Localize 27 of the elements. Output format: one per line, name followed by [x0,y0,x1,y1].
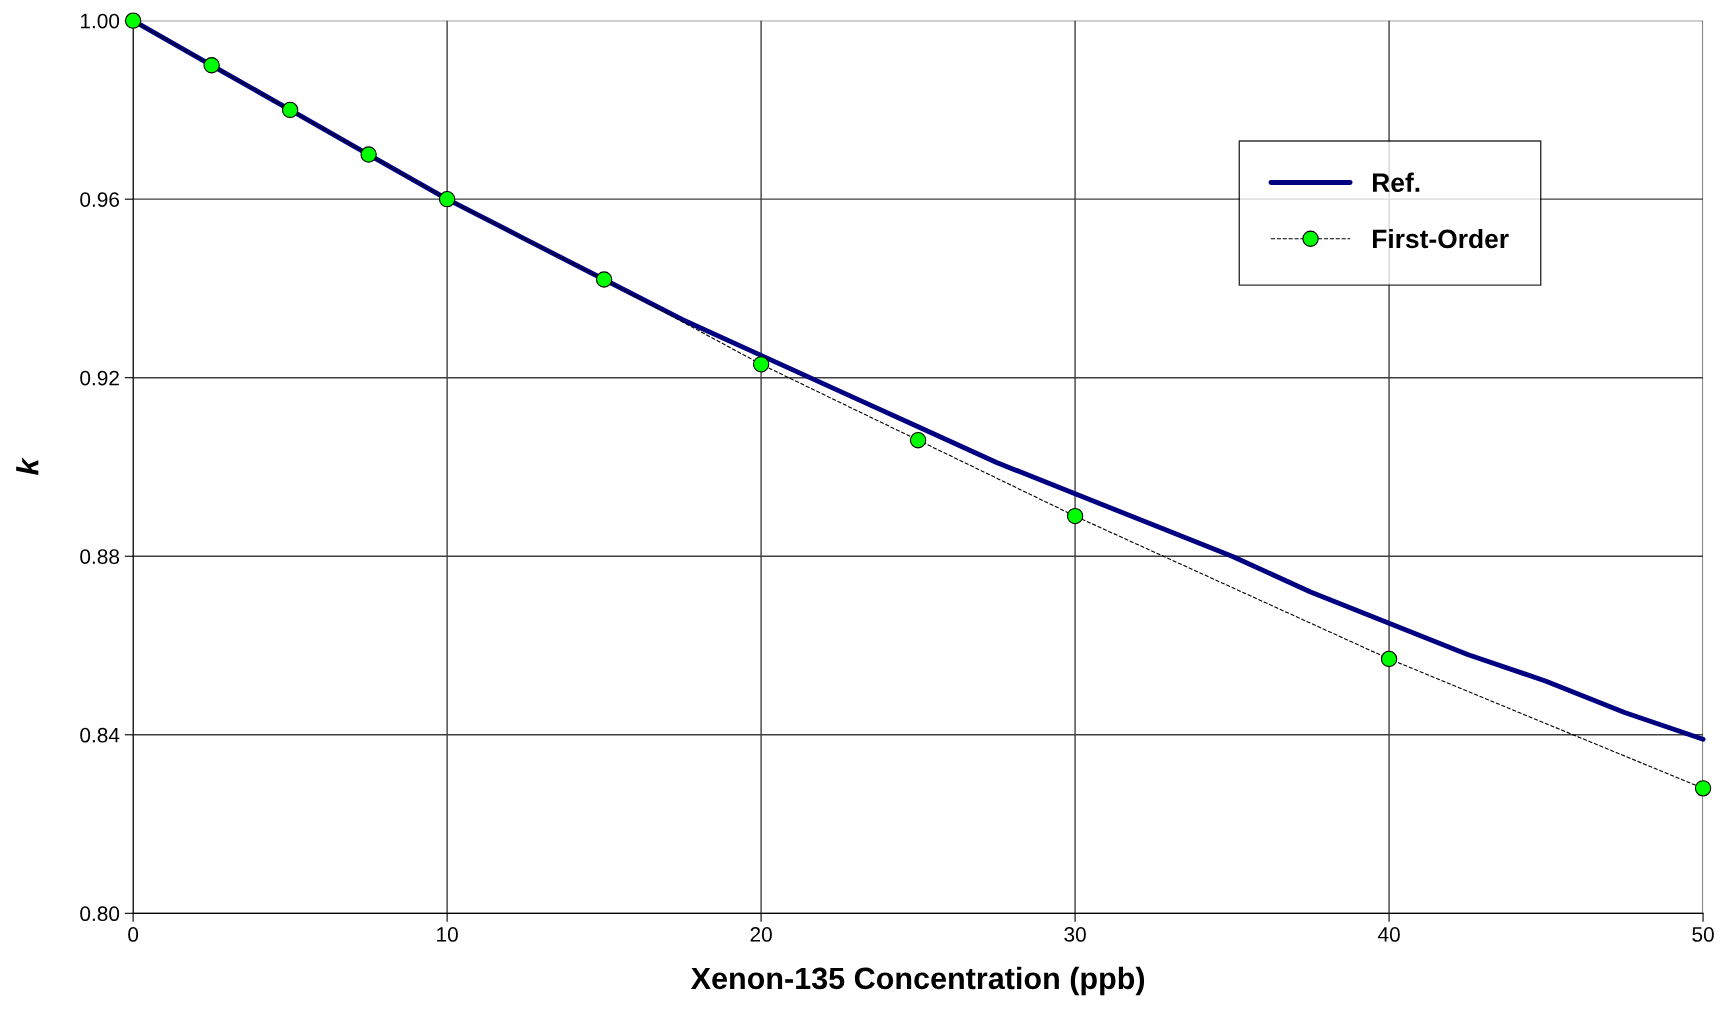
x-tick-label: 0 [128,927,139,942]
x-tick-label: 20 [750,927,772,942]
point [752,356,770,373]
point [203,57,220,74]
x-tick-label: 10 [437,927,458,942]
point [909,432,927,449]
point [1380,650,1398,668]
x-tick-label: 40 [1377,927,1400,942]
x-tick-label: 50 [1692,927,1714,942]
y-tick-label: 0.96 [80,192,120,207]
y-tick-label: 0.92 [80,370,119,386]
x-axis-title: Xenon-135 Concentration (ppb) [690,966,1145,996]
y-tick-label: 0.80 [80,906,120,922]
legend-label: First-Order [1373,228,1509,249]
point [1066,507,1084,525]
point [124,12,142,29]
x-tick-label: 30 [1064,927,1086,942]
point [1694,780,1712,797]
y-tick-label: 0.88 [80,549,120,564]
point [281,101,299,119]
y-tick-label: 1.00 [80,13,120,29]
point [438,190,456,208]
y-axis-title: k [16,457,39,475]
legend-label: Ref. [1373,172,1420,193]
y-tick-label: 0.84 [80,727,120,743]
point [360,146,377,163]
point [595,271,613,288]
